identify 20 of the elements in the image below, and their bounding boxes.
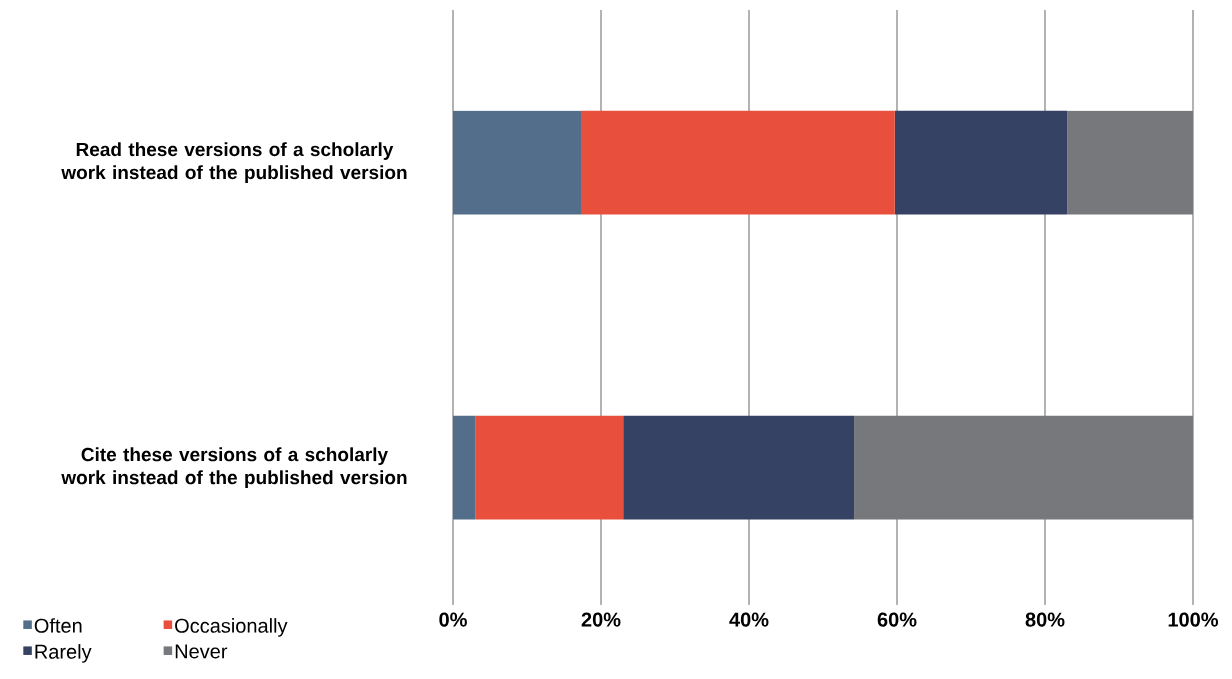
bar [475, 415, 624, 520]
legend-label: Often [34, 618, 82, 633]
bar [1067, 110, 1193, 215]
y-tick-label: Cite these versions of a scholarly work instead of the published version [61, 447, 407, 489]
x-tick-label: 60% [877, 612, 917, 627]
y-tick-label: Read these versions of a scholarly work instead of the published version [61, 142, 407, 183]
bar [453, 415, 476, 520]
legend-label: Occasionally [175, 618, 288, 637]
bar [854, 415, 1193, 520]
legend-label: Rarely [35, 644, 92, 663]
bar [623, 415, 855, 520]
x-tick-label: 80% [1025, 612, 1065, 627]
bar [894, 110, 1068, 215]
x-tick-label: 20% [581, 612, 621, 627]
x-tick-label: 0% [439, 612, 467, 627]
bar [581, 110, 895, 215]
x-tick-label: 100% [1168, 612, 1219, 627]
bar [453, 110, 582, 215]
x-tick-label: 40% [729, 612, 769, 627]
legend-label: Never [175, 644, 228, 659]
